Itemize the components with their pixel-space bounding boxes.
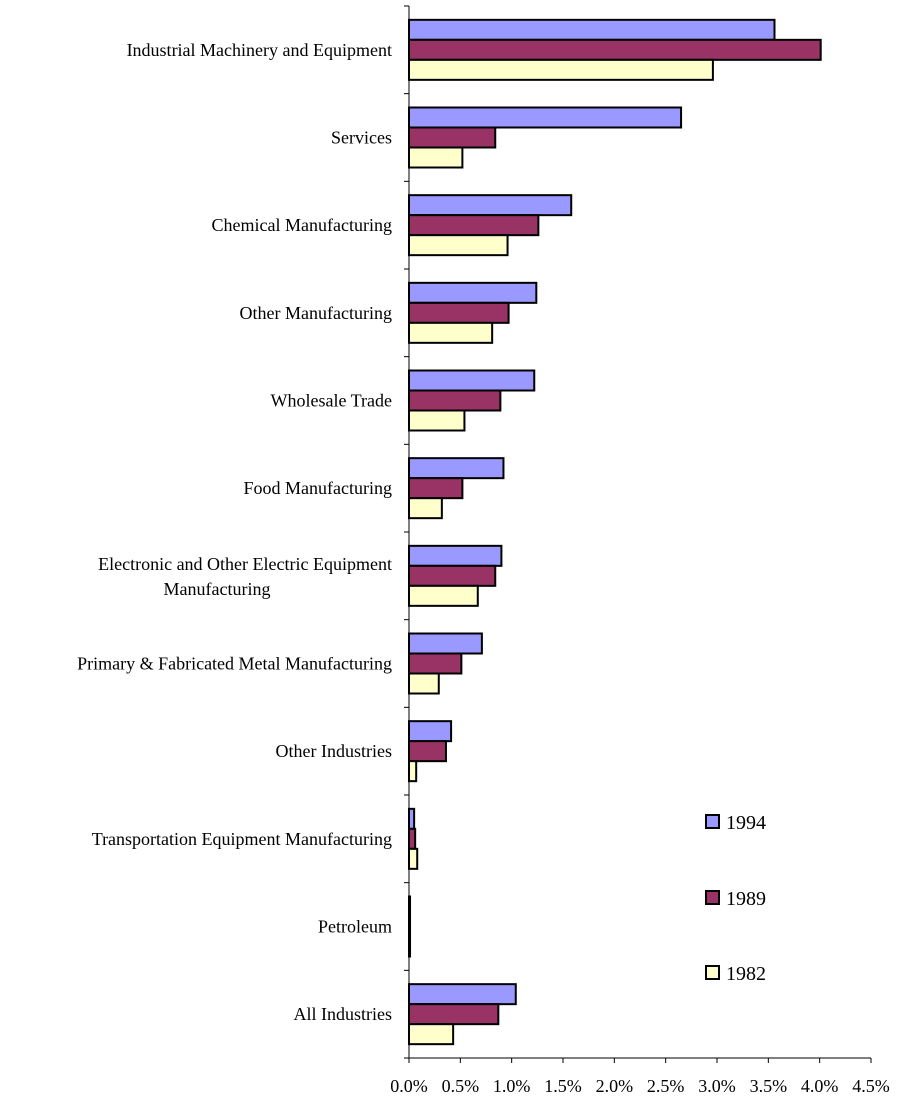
legend-label-1989: 1989 (726, 888, 766, 910)
legend-swatch-1982 (705, 965, 720, 980)
bar-1989-4 (408, 389, 502, 412)
x-tick-label: 1.5% (544, 1076, 582, 1096)
category-label: Other Industries (276, 741, 392, 761)
category-label: All Industries (294, 1004, 393, 1024)
x-tick-label: 4.5% (852, 1076, 890, 1096)
bar-1982-2 (408, 234, 509, 257)
bar-1982-1 (408, 146, 464, 169)
category-label: Petroleum (318, 917, 392, 937)
bar-1994-8 (408, 720, 453, 743)
x-tick-label: 2.0% (596, 1076, 634, 1096)
bar-1994-1 (408, 106, 683, 129)
bar-1989-1 (408, 126, 497, 149)
bar-1982-7 (408, 672, 440, 695)
bar-1989-0 (408, 38, 822, 61)
category-label: Other Manufacturing (240, 303, 392, 323)
category-label-line2: Manufacturing (164, 579, 271, 599)
bar-1994-9 (408, 807, 416, 830)
bar-1982-9 (408, 847, 419, 870)
category-label: Industrial Machinery and Equipment (127, 40, 392, 60)
bar-1982-11 (408, 1023, 455, 1046)
category-label: Transportation Equipment Manufacturing (92, 829, 392, 849)
bar-1994-2 (408, 194, 573, 217)
axes-group (404, 5, 872, 1063)
bar-1989-7 (408, 652, 463, 675)
category-label: Electronic and Other Electric Equipment (98, 554, 392, 574)
x-tick-label: 1.0% (493, 1076, 531, 1096)
x-tick-label: 3.5% (750, 1076, 788, 1096)
bar-1989-3 (408, 301, 510, 324)
bar-1994-6 (408, 544, 503, 567)
x-tick-label: 4.0% (801, 1076, 839, 1096)
x-tick-label: 0.5% (442, 1076, 480, 1096)
category-label: Primary & Fabricated Metal Manufacturing (77, 654, 392, 674)
x-tick-label: 2.5% (647, 1076, 685, 1096)
bar-1994-5 (408, 457, 505, 480)
bar-1994-11 (408, 983, 517, 1006)
category-labels: Industrial Machinery and Equipment Servic… (77, 40, 392, 1024)
x-tick-label: 3.0% (698, 1076, 736, 1096)
bar-1994-0 (408, 18, 776, 41)
bar-1982-5 (408, 497, 443, 520)
bar-1982-3 (408, 321, 494, 344)
bar-1989-5 (408, 477, 464, 500)
bar-1994-3 (408, 281, 538, 304)
bar-1994-4 (408, 369, 536, 392)
bar-1982-8 (408, 760, 418, 783)
legend: 1994 1989 1982 (705, 812, 766, 985)
x-tick-label: 0.0% (390, 1076, 428, 1096)
category-label: Chemical Manufacturing (212, 215, 392, 235)
category-label: Services (331, 128, 392, 148)
bar-1989-11 (408, 1003, 500, 1026)
bar-1989-8 (408, 740, 447, 763)
bar-1982-0 (408, 58, 714, 81)
bar-1982-6 (408, 584, 479, 607)
legend-swatch-1994 (705, 814, 720, 829)
bar-1994-7 (408, 632, 483, 655)
bar-1989-6 (408, 564, 497, 587)
bar-1982-4 (408, 409, 466, 432)
category-label: Wholesale Trade (271, 391, 392, 411)
legend-swatch-1989 (705, 890, 720, 905)
x-tick-labels: 0.0% 0.5% 1.0% 1.5% 2.0% 2.5% 3.0% 3.5% 4.0% 4.5% (390, 1076, 890, 1096)
bar-1989-2 (408, 214, 540, 237)
legend-label-1982: 1982 (726, 963, 766, 985)
category-label: Food Manufacturing (244, 478, 392, 498)
bar-1989-9 (408, 827, 417, 850)
legend-label-1994: 1994 (726, 812, 766, 834)
